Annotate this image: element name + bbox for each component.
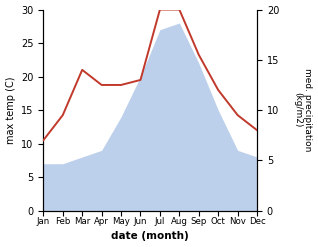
X-axis label: date (month): date (month) [111, 231, 189, 242]
Y-axis label: med. precipitation
(kg/m2): med. precipitation (kg/m2) [293, 68, 313, 152]
Y-axis label: max temp (C): max temp (C) [5, 76, 16, 144]
